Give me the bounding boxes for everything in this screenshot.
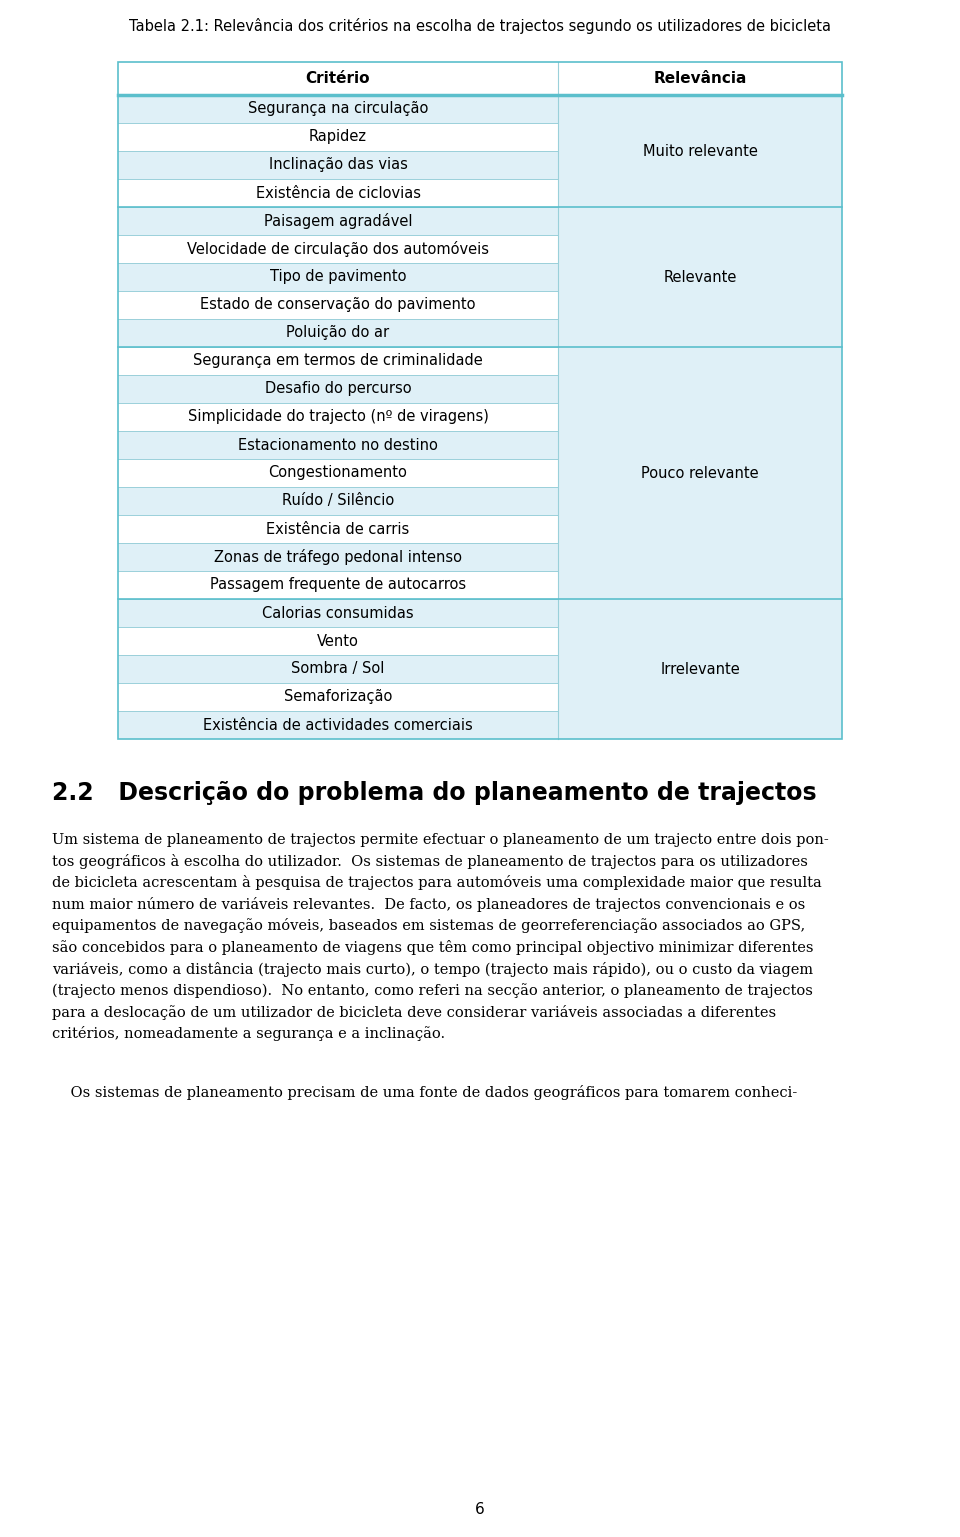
Bar (118, 543, 558, 572)
Bar (118, 123, 558, 151)
Bar (118, 263, 558, 290)
Text: Um sistema de planeamento de trajectos permite efectuar o planeamento de um traj: Um sistema de planeamento de trajectos p… (52, 833, 828, 1041)
Bar (118, 430, 558, 460)
Text: Ruído / Silêncio: Ruído / Silêncio (282, 493, 395, 509)
Bar (118, 151, 558, 178)
Text: Segurança em termos de criminalidade: Segurança em termos de criminalidade (193, 354, 483, 369)
Text: Relevante: Relevante (663, 269, 736, 284)
Bar (118, 207, 558, 235)
Bar (558, 347, 842, 599)
Text: Desafio do percurso: Desafio do percurso (265, 381, 411, 397)
Text: Tabela 2.1: Relevância dos critérios na escolha de trajectos segundo os utilizad: Tabela 2.1: Relevância dos critérios na … (129, 18, 831, 34)
Bar (118, 178, 558, 207)
Bar (118, 61, 842, 95)
Bar (118, 290, 558, 320)
Text: 2.2   Descrição do problema do planeamento de trajectos: 2.2 Descrição do problema do planeamento… (52, 781, 817, 805)
Text: Passagem frequente de autocarros: Passagem frequente de autocarros (210, 578, 466, 592)
Text: Sombra / Sol: Sombra / Sol (291, 661, 385, 676)
Text: Calorias consumidas: Calorias consumidas (262, 606, 414, 621)
Text: Critério: Critério (305, 71, 371, 86)
Text: Existência de carris: Existência de carris (266, 521, 410, 536)
Bar (118, 320, 558, 347)
Text: Vento: Vento (317, 633, 359, 649)
Bar (558, 599, 842, 739)
Text: Inclinação das vias: Inclinação das vias (269, 157, 407, 172)
Text: Muito relevante: Muito relevante (642, 143, 757, 158)
Bar (558, 207, 842, 347)
Bar (558, 95, 842, 207)
Text: Poluição do ar: Poluição do ar (286, 326, 390, 341)
Text: 6: 6 (475, 1503, 485, 1517)
Bar (118, 487, 558, 515)
Text: Velocidade de circulação dos automóveis: Velocidade de circulação dos automóveis (187, 241, 489, 257)
Text: Existência de actividades comerciais: Existência de actividades comerciais (204, 718, 473, 733)
Bar (118, 95, 558, 123)
Text: Pouco relevante: Pouco relevante (641, 466, 758, 481)
Bar (118, 61, 842, 739)
Text: Tipo de pavimento: Tipo de pavimento (270, 269, 406, 284)
Text: Segurança na circulação: Segurança na circulação (248, 101, 428, 117)
Bar (118, 627, 558, 655)
Text: Os sistemas de planeamento precisam de uma fonte de dados geográficos para tomar: Os sistemas de planeamento precisam de u… (52, 1085, 797, 1100)
Bar (118, 572, 558, 599)
Bar (118, 682, 558, 712)
Bar (118, 375, 558, 403)
Bar (118, 599, 558, 627)
Text: Simplicidade do trajecto (nº de viragens): Simplicidade do trajecto (nº de viragens… (187, 409, 489, 424)
Bar (118, 655, 558, 682)
Text: Zonas de tráfego pedonal intenso: Zonas de tráfego pedonal intenso (214, 549, 462, 566)
Bar (118, 235, 558, 263)
Text: Relevância: Relevância (654, 71, 747, 86)
Text: Congestionamento: Congestionamento (269, 466, 407, 481)
Text: Estacionamento no destino: Estacionamento no destino (238, 438, 438, 452)
Text: Irrelevante: Irrelevante (660, 661, 740, 676)
Bar (118, 515, 558, 543)
Bar (118, 347, 558, 375)
Bar (118, 460, 558, 487)
Bar (118, 403, 558, 430)
Text: Rapidez: Rapidez (309, 129, 367, 144)
Text: Paisagem agradável: Paisagem agradável (264, 214, 412, 229)
Text: Estado de conservação do pavimento: Estado de conservação do pavimento (201, 298, 476, 312)
Text: Existência de ciclovias: Existência de ciclovias (255, 186, 420, 200)
Text: Semaforização: Semaforização (284, 690, 393, 704)
Bar (118, 712, 558, 739)
